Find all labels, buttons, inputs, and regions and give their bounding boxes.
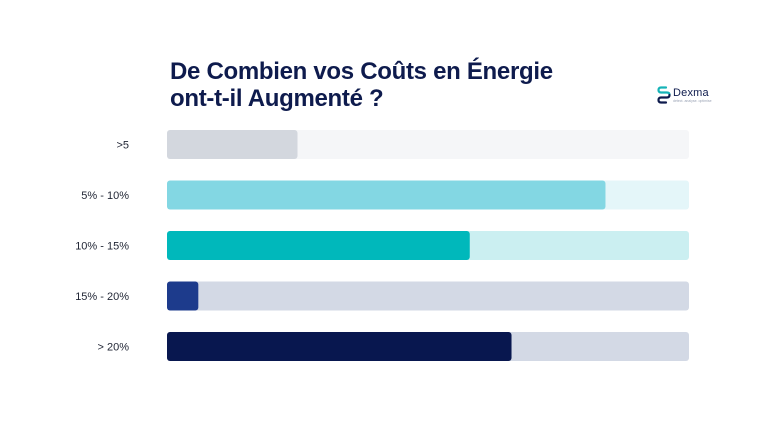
category-label-4: > 20% xyxy=(98,342,130,354)
dexma-logo-icon xyxy=(657,86,671,104)
dexma-logo: Dexma detect. analyse. optimise xyxy=(657,86,727,106)
category-label-3: 15% - 20% xyxy=(75,291,129,303)
dexma-tagline: detect. analyse. optimise xyxy=(673,99,712,103)
category-label-0: >5 xyxy=(116,140,129,152)
bar-4 xyxy=(167,332,512,361)
bar-2 xyxy=(167,231,470,260)
chart-title-line-1: De Combien vos Coûts en Énergie xyxy=(170,58,553,85)
chart-title: De Combien vos Coûts en Énergie ont-t-il… xyxy=(170,58,553,112)
bar-0 xyxy=(167,130,298,159)
category-label-1: 5% - 10% xyxy=(81,190,129,202)
chart-title-line-2: ont-t-il Augmenté ? xyxy=(170,85,384,112)
bar-1 xyxy=(167,180,606,210)
dexma-wordmark: Dexma xyxy=(673,87,709,99)
bar-3 xyxy=(167,281,199,311)
bar-track-3 xyxy=(167,281,689,311)
category-label-2: 10% - 15% xyxy=(75,241,129,253)
